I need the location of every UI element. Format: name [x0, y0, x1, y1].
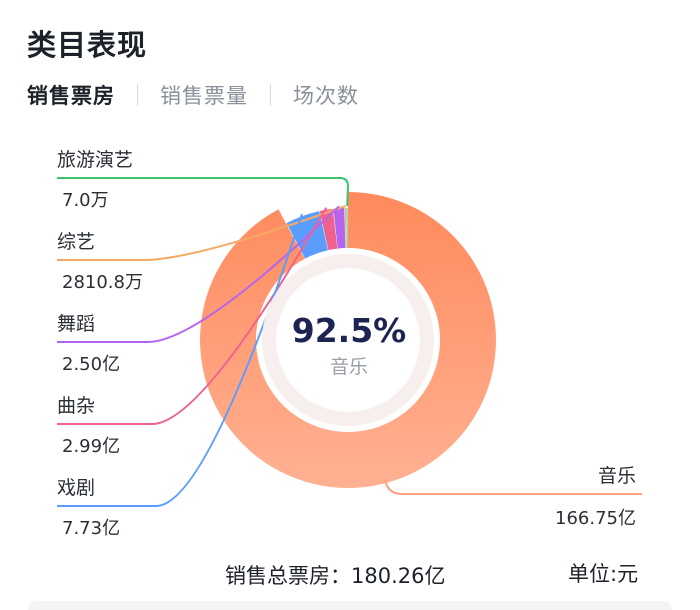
- donut-center: [276, 268, 420, 412]
- label-value-4: 2810.8万: [62, 272, 143, 293]
- label-name-4: 综艺: [57, 231, 95, 253]
- slice-5[interactable]: [346, 208, 348, 249]
- leader-line-0: [384, 479, 642, 495]
- slice-4[interactable]: [344, 208, 347, 249]
- label-value-2: 2.99亿: [62, 436, 120, 457]
- label-name-2: 曲杂: [57, 395, 95, 417]
- bottom-panel-edge: [28, 601, 672, 610]
- center-category: 音乐: [330, 356, 368, 378]
- label-value-5: 7.0万: [62, 190, 109, 211]
- section-title: 类目表现: [27, 28, 148, 62]
- leader-line-3: [57, 205, 340, 343]
- tab-divider: [137, 84, 138, 106]
- total-revenue: 销售总票房：180.26亿: [225, 564, 446, 588]
- label-value-0: 166.75亿: [555, 508, 636, 529]
- leader-line-2: [57, 207, 328, 425]
- leader-line-1: [57, 213, 303, 507]
- label-value-1: 7.73亿: [62, 518, 120, 539]
- tab-tickets-sold[interactable]: 销售票量: [160, 84, 248, 108]
- tab-show-count[interactable]: 场次数: [293, 84, 359, 108]
- total-label: 销售总票房: [225, 564, 330, 588]
- label-name-0: 音乐: [598, 465, 636, 487]
- unit-value: 元: [617, 562, 639, 586]
- unit-label: 单位: [568, 562, 610, 586]
- leader-line-5: [57, 177, 350, 207]
- leader-line-4: [57, 205, 346, 261]
- center-percent: 92.5%: [292, 311, 407, 350]
- label-value-3: 2.50亿: [62, 354, 120, 375]
- unit-note: 单位:元: [568, 562, 639, 586]
- tab-divider: [270, 84, 271, 106]
- tab-sales-revenue[interactable]: 销售票房: [27, 84, 115, 108]
- total-value: 180.26亿: [351, 564, 446, 588]
- label-name-3: 舞蹈: [57, 313, 95, 335]
- slice-3[interactable]: [333, 208, 346, 249]
- label-name-5: 旅游演艺: [57, 149, 133, 171]
- metric-tabs: 销售票房 销售票量 场次数: [27, 80, 359, 110]
- label-name-1: 戏剧: [57, 477, 95, 499]
